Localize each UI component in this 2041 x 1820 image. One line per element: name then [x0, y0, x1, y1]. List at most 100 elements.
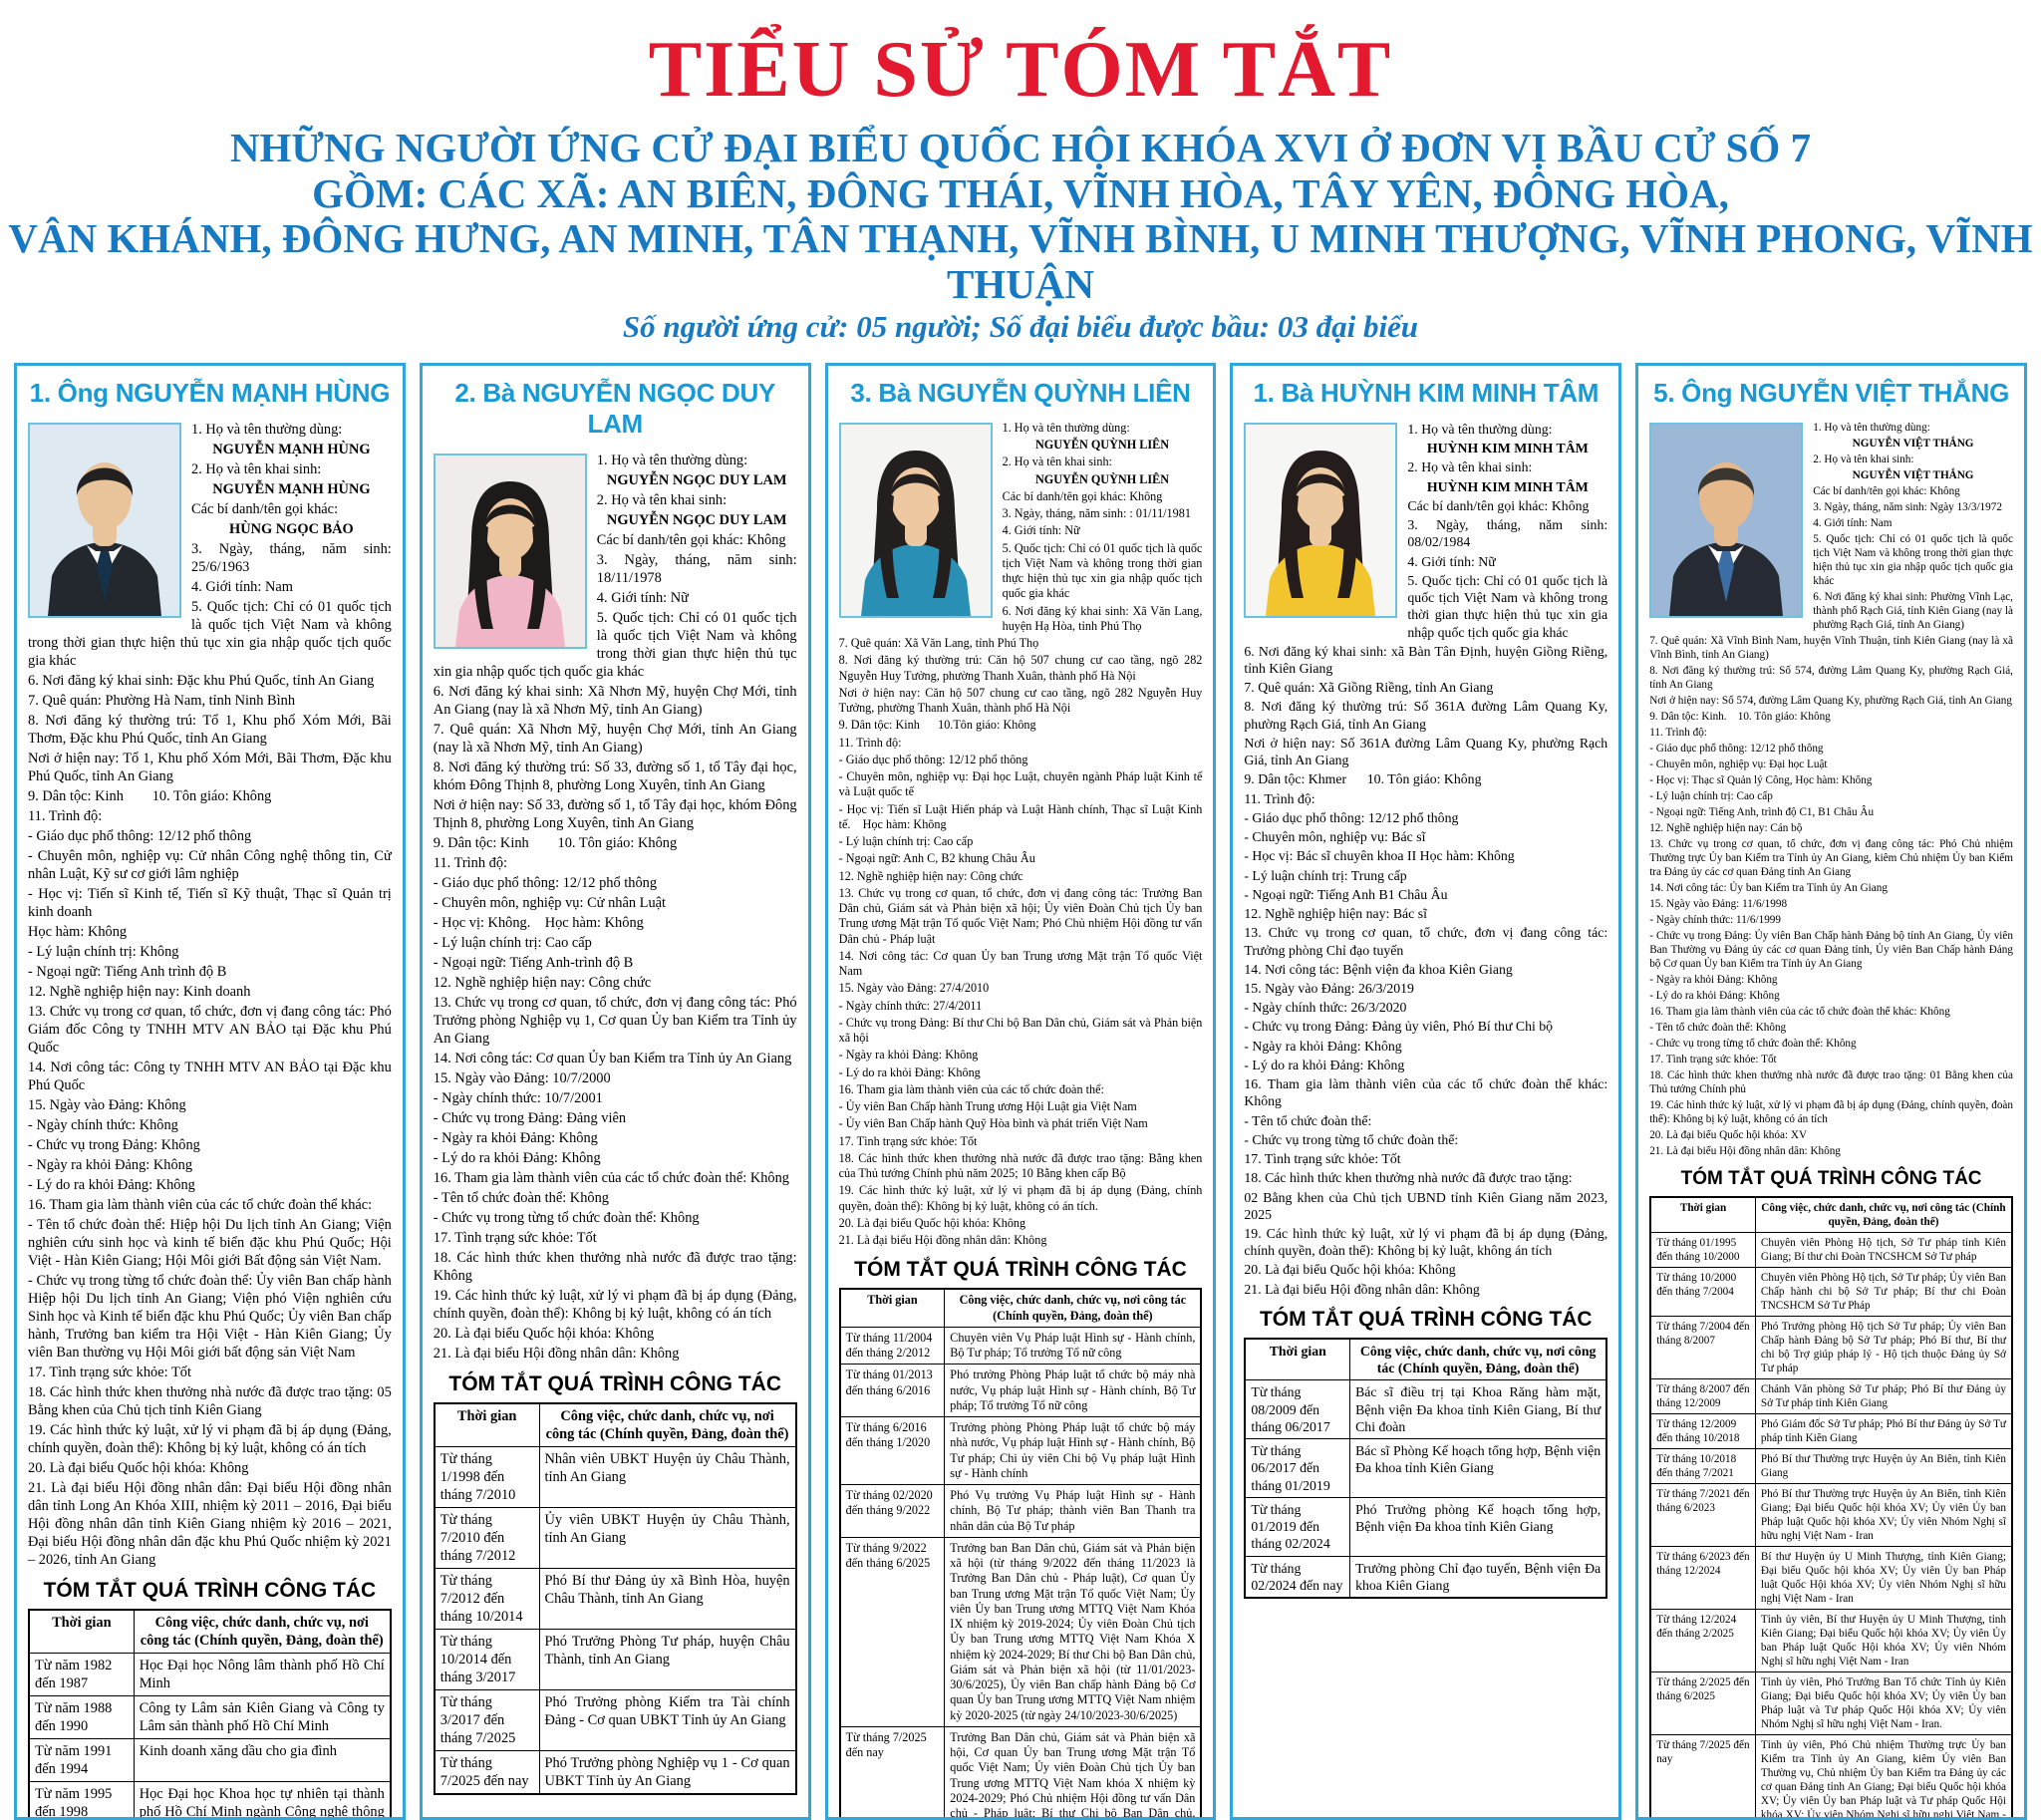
career-time-cell: Từ tháng 08/2009 đến tháng 06/2017: [1244, 1379, 1351, 1440]
bio-line: 3. Ngày, tháng, năm sinh: 08/02/1984: [1407, 517, 1608, 550]
bio-line: - Ngày ra khỏi Đảng: Không: [433, 1129, 598, 1146]
bio-line: 12. Nghề nghiệp hiện nay: Công chức: [433, 974, 652, 991]
bio-line: 20. Là đại biểu Quốc hội khóa: Không: [28, 1459, 249, 1476]
bio-line: 1. Họ và tên thường dùng:: [1002, 420, 1130, 435]
bio-line: 19. Các hình thức kỷ luật, xử lý vi phạm…: [1649, 1098, 2013, 1125]
bio-line: - Lý luận chính trị: Cao cấp: [433, 934, 592, 951]
bio-line: - Ủy viên Ban Chấp hành Trung ương Hội L…: [838, 1099, 1137, 1114]
bio-line: 20. Là đại biểu Quốc hội khóa: XV: [1649, 1128, 1808, 1141]
bio-line: 17. Tình trạng sức khỏe: Tốt: [1649, 1053, 1777, 1065]
candidate-count-line: Số người ứng cử: 05 người; Số đại biểu đ…: [622, 309, 1419, 345]
career-time-cell: Từ tháng 7/2025 đến nay: [1649, 1733, 1756, 1817]
career-table-head: Thời gian Công việc, chức danh, chức vụ, …: [28, 1609, 392, 1654]
bio-line: - Giáo dục phổ thông: 12/12 phổ thông: [838, 752, 1028, 766]
career-table: Thời gian Công việc, chức danh, chức vụ, …: [838, 1288, 1203, 1817]
candidate-column: 1. Ông NGUYỄN MẠNH HÙNG 1. Họ và tên thư…: [14, 362, 406, 1820]
career-column-header-time: Thời gian: [839, 1288, 946, 1328]
bio-line: HUỲNH KIM MINH TÂM: [1426, 478, 1589, 494]
bio-line: 12. Nghề nghiệp hiện nay: Kinh doanh: [28, 983, 251, 1000]
career-time-cell: Từ tháng 6/2023 đến tháng 12/2024: [1649, 1545, 1756, 1610]
bio-line: Các bí danh/tên gọi khác: Không: [596, 531, 786, 548]
bio-line: 9. Dân tộc: Kinh. 10. Tôn giáo: Không: [1649, 710, 1831, 723]
subtitle-election-unit: NHỮNG NGƯỜI ỨNG CỬ ĐẠI BIỂU QUỐC HỘI KHÓ…: [229, 124, 1812, 170]
career-job-cell: Phó Trưởng phòng Nghiệp vụ 1 - Cơ quan U…: [538, 1749, 797, 1795]
bio-line: - Tên tổ chức đoàn thể: Không: [433, 1189, 609, 1206]
career-row: Từ tháng 12/2009 đến tháng 10/2018 Phó Gi…: [1649, 1412, 2013, 1449]
bio-line: - Lý do ra khỏi Đảng: Không: [28, 1176, 195, 1193]
career-row: Từ năm 1982 đến 1987 Học Đại học Nông lâm…: [28, 1652, 392, 1696]
bio-line: - Học vị: Tiến sĩ Luật Hiến pháp và Luật…: [838, 801, 1203, 831]
bio-line: 18. Các hình thức khen thưởng nhà nước đ…: [433, 1249, 797, 1284]
career-time-cell: Từ năm 1991 đến 1994: [28, 1737, 135, 1782]
bio-line: 11. Trình độ:: [1244, 790, 1315, 806]
bio-line: - Giáo dục phổ thông: 12/12 phổ thông: [28, 827, 252, 844]
career-table-body: Từ tháng 1/1998 đến tháng 7/2010 Nhân viê…: [434, 1445, 797, 1795]
career-table: Thời gian Công việc, chức danh, chức vụ, …: [433, 1401, 797, 1795]
bio-line: 9. Dân tộc: Khmer 10. Tôn giáo: Không: [1244, 771, 1482, 787]
career-time-cell: Từ năm 1982 đến 1987: [28, 1652, 135, 1696]
career-row: Từ tháng 10/2018 đến tháng 7/2021 Phó Bí …: [1649, 1447, 2013, 1484]
portrait-photo: [838, 422, 993, 618]
career-row: Từ tháng 6/2016 đến tháng 1/2020 Trưởng p…: [839, 1416, 1202, 1486]
bio-line: - Giáo dục phổ thông: 12/12 phổ thông: [433, 874, 658, 891]
bio-line: 20. Là đại biểu Quốc hội khóa: Không: [433, 1325, 655, 1342]
career-column-header-job: Công việc, chức danh, chức vụ, nơi công …: [538, 1402, 797, 1447]
portrait-photo: [28, 422, 181, 618]
bio-line: 7. Quê quán: Phường Hà Nam, tỉnh Ninh Bì…: [28, 692, 296, 709]
bio-line: 8. Nơi đăng ký thường trú: Số 33, đường …: [433, 758, 797, 793]
bio-line: - Giáo dục phổ thông: 12/12 phổ thông: [1244, 809, 1459, 825]
bio-line: - Tên tổ chức đoàn thể: Không: [1649, 1021, 1787, 1034]
bio-line: 2. Họ và tên khai sinh:: [191, 460, 322, 477]
career-row: Từ tháng 10/2000 đến tháng 7/2004 Chuyên …: [1649, 1266, 2013, 1317]
bio-line: - Học vị: Bác sĩ chuyên khoa II Học hàm:…: [1244, 848, 1515, 864]
career-row: Từ tháng 6/2023 đến tháng 12/2024 Bí thư …: [1649, 1545, 2013, 1610]
bio-line: 6. Nơi đăng ký khai sinh: Xã Nhơn Mỹ, hu…: [433, 683, 797, 718]
career-job-cell: Chánh Văn phòng Sở Tư pháp; Phó Bí thư Đ…: [1754, 1377, 2013, 1414]
bio-line: 8. Nơi đăng ký thường trú: Số 574, đường…: [1649, 664, 2013, 691]
bio-line: 18. Các hình thức khen thưởng nhà nước đ…: [838, 1150, 1203, 1181]
bio-line: - Chức vụ trong Đảng: Bí thư Chi bộ Ban …: [838, 1015, 1203, 1046]
career-job-cell: Trưởng Ban Dân chủ, Giám sát và Phản biệ…: [944, 1725, 1202, 1817]
career-row: Từ tháng 7/2021 đến tháng 6/2023 Phó Bí t…: [1649, 1482, 2013, 1547]
bio-line: 7. Quê quán: Xã Nhơn Mỹ, huyện Chợ Mới, …: [433, 721, 797, 756]
bio-line: - Ngày ra khỏi Đảng: Không: [838, 1048, 979, 1062]
bio-line: 21. Là đại biểu Hội đồng nhân dân: Không: [838, 1233, 1047, 1248]
career-job-cell: Chuyên viên Phòng Hộ tịch, Sở Tư pháp tỉ…: [1754, 1231, 2013, 1268]
candidate-name-heading: 5. Ông NGUYỄN VIỆT THẮNG: [1653, 377, 2009, 408]
career-time-cell: Từ tháng 7/2012 đến tháng 10/2014: [434, 1567, 540, 1630]
bio-line: Nơi ở hiện nay: Số 574, đường Lâm Quang …: [1649, 694, 2012, 707]
bio-line: 2. Họ và tên khai sinh:: [1407, 459, 1533, 475]
career-job-cell: Tỉnh ủy viên, Bí thư Huyện ủy U Minh Thư…: [1754, 1608, 2013, 1672]
career-header-row: Thời gian Công việc, chức danh, chức vụ, …: [839, 1288, 1202, 1328]
career-table-title: TÓM TẮT QUÁ TRÌNH CÔNG TÁC: [448, 1371, 782, 1395]
career-row: Từ tháng 7/2012 đến tháng 10/2014 Phó Bí …: [434, 1567, 797, 1630]
career-row: Từ tháng 7/2010 đến tháng 7/2012 Ủy viên …: [434, 1506, 797, 1569]
career-time-cell: Từ tháng 12/2009 đến tháng 10/2018: [1649, 1412, 1756, 1449]
career-row: Từ tháng 7/2025 đến nay Phó Trưởng phòng …: [434, 1749, 797, 1795]
career-header-row: Thời gian Công việc, chức danh, chức vụ, …: [1244, 1338, 1607, 1381]
bio-line: 1. Họ và tên thường dùng:: [191, 421, 343, 438]
career-table: Thời gian Công việc, chức danh, chức vụ, …: [1649, 1195, 2013, 1817]
bio-line: 5. Quốc tịch: Chỉ có 01 quốc tịch là quố…: [433, 609, 797, 680]
bio-line: 16. Tham gia làm thành viên của các tổ c…: [838, 1081, 1104, 1096]
career-time-cell: Từ tháng 10/2018 đến tháng 7/2021: [1649, 1447, 1756, 1484]
bio-line: - Giáo dục phổ thông: 12/12 phổ thông: [1649, 742, 1824, 755]
career-row: Từ năm 1991 đến 1994 Kinh doanh xăng dầu …: [28, 1737, 392, 1782]
bio-line: 16. Tham gia làm thành viên của các tổ c…: [433, 1169, 789, 1186]
female-portrait-icon: [1246, 424, 1396, 616]
bio-line: NGUYỄN QUỲNH LIÊN: [1034, 438, 1170, 453]
career-table-body: Từ năm 1982 đến 1987 Học Đại học Nông lâm…: [28, 1652, 392, 1817]
career-table-head: Thời gian Công việc, chức danh, chức vụ, …: [839, 1288, 1202, 1328]
career-row: Từ tháng 9/2022 đến tháng 6/2025 Trưởng b…: [839, 1536, 1202, 1727]
bio-line: Nơi ở hiện nay: Căn hộ 507 chung cư cao …: [838, 685, 1203, 716]
bio-line: - Chuyên môn, nghiệp vụ: Đại học Luật: [1649, 758, 1828, 770]
bio-line: 21. Là đại biểu Hội đồng nhân dân: Đại b…: [28, 1479, 392, 1568]
career-column-header-job: Công việc, chức danh, chức vụ, nơi công …: [1349, 1338, 1607, 1381]
career-row: Từ tháng 02/2020 đến tháng 9/2022 Phó Vụ …: [839, 1484, 1202, 1538]
bio-line: 18. Các hình thức khen thưởng nhà nước đ…: [28, 1383, 392, 1418]
candidate-column: 2. Bà NGUYỄN NGỌC DUY LAM 1. Họ và tên t…: [419, 362, 811, 1820]
bio-line: Các bí danh/tên gọi khác:: [191, 500, 339, 517]
career-time-cell: Từ tháng 01/2019 đến tháng 02/2024: [1244, 1496, 1351, 1557]
bio-line: 7. Quê quán: Xã Văn Lang, tỉnh Phú Thọ: [838, 636, 1039, 651]
career-header-row: Thời gian Công việc, chức danh, chức vụ, …: [28, 1609, 392, 1654]
